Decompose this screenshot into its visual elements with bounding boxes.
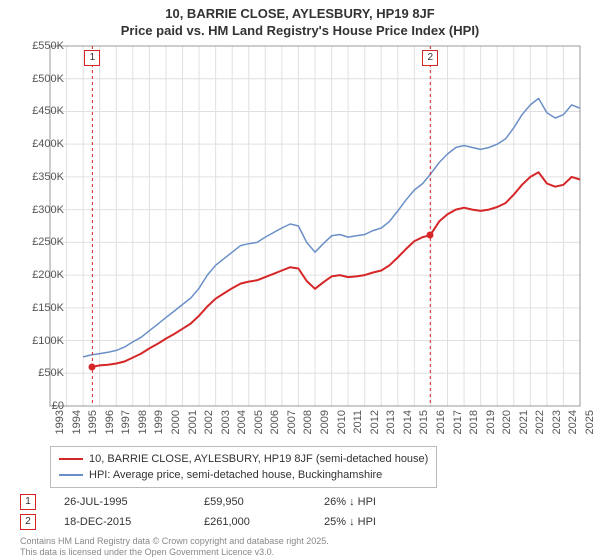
xtick-label: 1997 xyxy=(120,410,132,434)
xtick-label: 2020 xyxy=(501,410,513,434)
xtick-label: 2005 xyxy=(253,410,265,434)
ytick-label: £200K xyxy=(20,269,64,281)
legend-swatch xyxy=(59,458,83,460)
sale-marker-box: 2 xyxy=(422,50,438,66)
xtick-label: 2003 xyxy=(220,410,232,434)
series-property xyxy=(92,172,580,366)
sale-marker-box: 1 xyxy=(84,50,100,66)
xtick-label: 2025 xyxy=(584,410,596,434)
sale-date: 26-JUL-1995 xyxy=(64,496,204,508)
xtick-label: 2002 xyxy=(203,410,215,434)
xtick-label: 1993 xyxy=(54,410,66,434)
xtick-label: 2001 xyxy=(187,410,199,434)
xtick-label: 2007 xyxy=(286,410,298,434)
sales-table: 1 26-JUL-1995£59,95026% ↓ HPI 2 18-DEC-2015… xyxy=(20,492,444,532)
legend: 10, BARRIE CLOSE, AYLESBURY, HP19 8JF (s… xyxy=(50,446,437,488)
title-line1: 10, BARRIE CLOSE, AYLESBURY, HP19 8JF xyxy=(0,6,600,23)
ytick-label: £250K xyxy=(20,236,64,248)
xtick-label: 2016 xyxy=(435,410,447,434)
xtick-label: 1995 xyxy=(87,410,99,434)
footer-line1: Contains HM Land Registry data © Crown c… xyxy=(20,536,329,547)
sale-date: 18-DEC-2015 xyxy=(64,516,204,528)
xtick-label: 1998 xyxy=(137,410,149,434)
xtick-label: 2012 xyxy=(369,410,381,434)
sale-marker-dot xyxy=(89,363,96,370)
ytick-label: £50K xyxy=(20,367,64,379)
legend-label: HPI: Average price, semi-detached house,… xyxy=(89,467,382,483)
chart-title: 10, BARRIE CLOSE, AYLESBURY, HP19 8JF Pr… xyxy=(0,0,600,40)
sale-row-marker: 1 xyxy=(20,494,36,510)
xtick-label: 2017 xyxy=(452,410,464,434)
xtick-label: 2015 xyxy=(418,410,430,434)
sale-marker-dot xyxy=(427,232,434,239)
xtick-label: 2008 xyxy=(302,410,314,434)
xtick-label: 2021 xyxy=(518,410,530,434)
xtick-label: 2019 xyxy=(485,410,497,434)
xtick-label: 2022 xyxy=(534,410,546,434)
ytick-label: £350K xyxy=(20,171,64,183)
legend-item: 10, BARRIE CLOSE, AYLESBURY, HP19 8JF (s… xyxy=(59,451,428,467)
sale-price: £59,950 xyxy=(204,496,324,508)
ytick-label: £150K xyxy=(20,302,64,314)
xtick-label: 2013 xyxy=(385,410,397,434)
xtick-label: 2018 xyxy=(468,410,480,434)
ytick-label: £500K xyxy=(20,73,64,85)
ytick-label: £450K xyxy=(20,105,64,117)
xtick-label: 2006 xyxy=(269,410,281,434)
sale-row: 1 26-JUL-1995£59,95026% ↓ HPI xyxy=(20,492,444,512)
legend-swatch xyxy=(59,474,83,476)
ytick-label: £550K xyxy=(20,40,64,52)
xtick-label: 1994 xyxy=(71,410,83,434)
legend-item: HPI: Average price, semi-detached house,… xyxy=(59,467,428,483)
xtick-label: 2014 xyxy=(402,410,414,434)
legend-label: 10, BARRIE CLOSE, AYLESBURY, HP19 8JF (s… xyxy=(89,451,428,467)
sale-diff: 25% ↓ HPI xyxy=(324,516,444,528)
series-hpi xyxy=(83,98,580,357)
series-svg xyxy=(50,46,580,406)
xtick-label: 2024 xyxy=(567,410,579,434)
ytick-label: £300K xyxy=(20,204,64,216)
xtick-label: 1999 xyxy=(153,410,165,434)
footer-line2: This data is licensed under the Open Gov… xyxy=(20,547,329,558)
sale-price: £261,000 xyxy=(204,516,324,528)
sale-row: 2 18-DEC-2015£261,00025% ↓ HPI xyxy=(20,512,444,532)
xtick-label: 2009 xyxy=(319,410,331,434)
sale-row-marker: 2 xyxy=(20,514,36,530)
xtick-label: 2004 xyxy=(236,410,248,434)
ytick-label: £400K xyxy=(20,138,64,150)
xtick-label: 2011 xyxy=(352,410,364,434)
xtick-label: 2000 xyxy=(170,410,182,434)
sale-diff: 26% ↓ HPI xyxy=(324,496,444,508)
xtick-label: 2010 xyxy=(336,410,348,434)
footer-attribution: Contains HM Land Registry data © Crown c… xyxy=(20,536,329,558)
ytick-label: £100K xyxy=(20,335,64,347)
chart-plot-area: 12 xyxy=(50,46,580,406)
xtick-label: 2023 xyxy=(551,410,563,434)
title-line2: Price paid vs. HM Land Registry's House … xyxy=(0,23,600,40)
xtick-label: 1996 xyxy=(104,410,116,434)
